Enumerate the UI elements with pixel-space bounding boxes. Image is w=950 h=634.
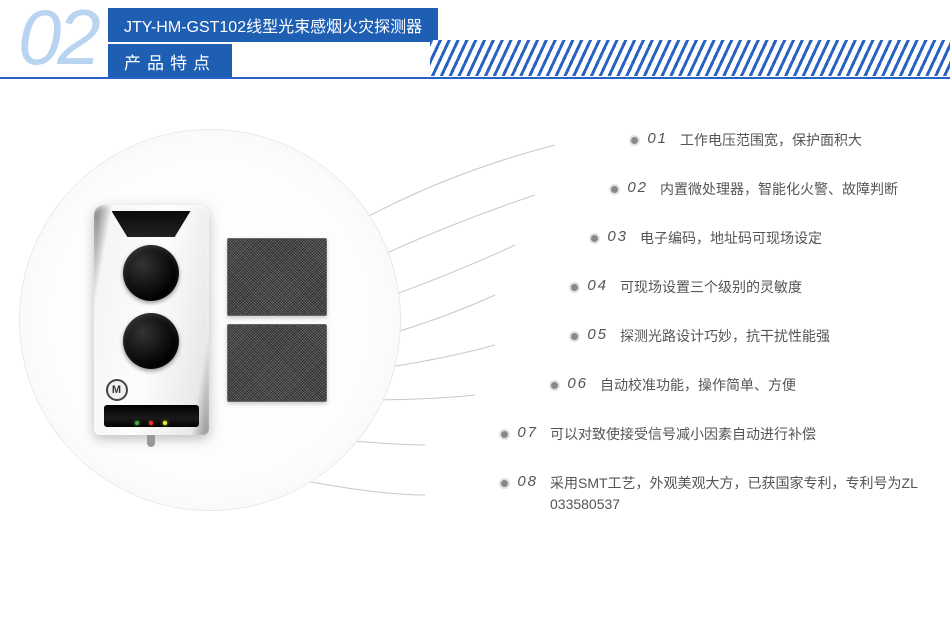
detector-lens-top <box>123 245 179 301</box>
feature-item: 03 电子编码，地址码可现场设定 <box>607 228 920 249</box>
header-divider <box>0 77 950 79</box>
feature-text: 可以对致使接受信号减小因素自动进行补偿 <box>550 424 816 445</box>
feature-text: 探测光路设计巧妙，抗干扰性能强 <box>620 326 830 347</box>
bullet-dot-icon <box>551 382 558 389</box>
feature-text: 采用SMT工艺，外观美观大方，已获国家专利，专利号为ZL 033580537 <box>550 473 920 515</box>
feature-item: 01 工作电压范围宽，保护面积大 <box>647 130 920 151</box>
bullet-dot-icon <box>611 186 618 193</box>
led-icon <box>149 421 153 425</box>
feature-number: 07 <box>517 424 538 441</box>
detector-lens-bottom <box>123 313 179 369</box>
feature-number: 01 <box>647 130 668 147</box>
led-icon <box>135 421 139 425</box>
product-title: JTY-HM-GST102线型光束感烟火灾探测器 <box>108 8 438 42</box>
bullet-dot-icon <box>501 480 508 487</box>
feature-text: 内置微处理器，智能化火警、故障判断 <box>660 179 898 200</box>
bullet-dot-icon <box>631 137 638 144</box>
feature-number: 06 <box>567 375 588 392</box>
bullet-dot-icon <box>501 431 508 438</box>
feature-item: 04 可现场设置三个级别的灵敏度 <box>587 277 920 298</box>
feature-item: 02 内置微处理器，智能化火警、故障判断 <box>627 179 920 200</box>
device-base <box>104 405 199 427</box>
feature-text: 电子编码，地址码可现场设定 <box>640 228 822 249</box>
feature-item: 06 自动校准功能，操作简单、方便 <box>567 375 920 396</box>
bullet-dot-icon <box>571 333 578 340</box>
feature-number: 02 <box>627 179 648 196</box>
detector-device: M <box>94 205 209 435</box>
feature-text: 工作电压范围宽，保护面积大 <box>680 130 862 151</box>
feature-number: 05 <box>587 326 608 343</box>
product-image-circle: M <box>20 130 400 510</box>
bullet-dot-icon <box>571 284 578 291</box>
filter-mesh-icon <box>227 324 327 402</box>
feature-number: 04 <box>587 277 608 294</box>
title-block: JTY-HM-GST102线型光束感烟火灾探测器 产品特点 <box>108 8 438 79</box>
section-number: 02 <box>18 0 97 83</box>
feature-item: 05 探测光路设计巧妙，抗干扰性能强 <box>587 326 920 347</box>
feature-list: 01 工作电压范围宽，保护面积大 02 内置微处理器，智能化火警、故障判断 03… <box>507 130 920 543</box>
feature-number: 03 <box>607 228 628 245</box>
feature-item: 07 可以对致使接受信号减小因素自动进行补偿 <box>517 424 920 445</box>
feature-text: 自动校准功能，操作简单、方便 <box>600 375 796 396</box>
filter-panels <box>227 238 327 402</box>
stripe-decoration <box>430 40 950 76</box>
feature-item: 08 采用SMT工艺，外观美观大方，已获国家专利，专利号为ZL 03358053… <box>517 473 920 515</box>
cable-icon <box>147 435 155 447</box>
filter-mesh-icon <box>227 238 327 316</box>
section-subtitle: 产品特点 <box>108 44 232 79</box>
m-badge: M <box>106 379 128 401</box>
feature-number: 08 <box>517 473 538 490</box>
feature-text: 可现场设置三个级别的灵敏度 <box>620 277 802 298</box>
section-header: 02 JTY-HM-GST102线型光束感烟火灾探测器 产品特点 <box>0 0 950 85</box>
led-icon <box>163 421 167 425</box>
indicator-leds <box>135 421 167 425</box>
bullet-dot-icon <box>591 235 598 242</box>
